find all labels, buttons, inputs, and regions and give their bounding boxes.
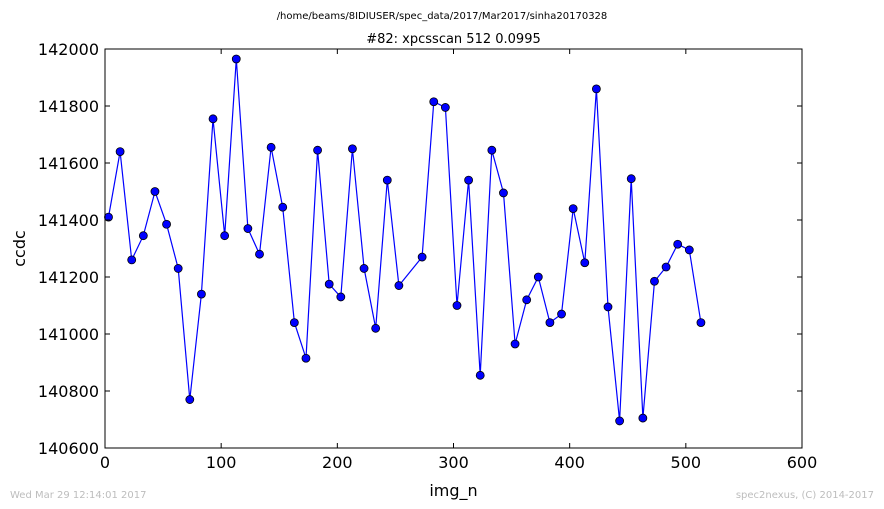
data-point — [580, 258, 590, 268]
x-axis: 0 100 200 300 400 500 600 — [100, 49, 817, 472]
x-tick-label: 0 — [100, 453, 110, 472]
x-tick-label: 600 — [787, 453, 818, 472]
data-point — [545, 318, 555, 328]
y-axis-label: ccdc — [10, 230, 29, 267]
data-point — [626, 174, 636, 184]
chart-title: #82: xpcsscan 512 0.0995 — [366, 32, 541, 47]
data-point — [231, 54, 241, 64]
data-point — [499, 188, 508, 198]
y-tick-label: 141200 — [38, 268, 99, 287]
data-point — [243, 224, 253, 233]
data-point — [522, 295, 532, 305]
data-point — [197, 289, 206, 299]
footer-credit: spec2nexus, (C) 2014-2017 — [736, 490, 874, 501]
data-point — [510, 339, 520, 349]
data-point — [371, 323, 381, 333]
data-point — [336, 292, 346, 302]
data-point — [417, 252, 427, 262]
data-point — [220, 231, 230, 241]
data-point — [382, 175, 392, 185]
y-tick-label: 140600 — [38, 439, 99, 458]
header-path: /home/beams/8IDIUSER/spec_data/2017/Mar2… — [277, 11, 608, 22]
x-tick-label: 100 — [206, 453, 237, 472]
x-tick-label: 300 — [438, 453, 469, 472]
y-tick-label: 141400 — [38, 211, 99, 230]
x-tick-label: 500 — [671, 453, 702, 472]
data-point — [533, 272, 543, 282]
y-tick-label: 140800 — [38, 382, 99, 401]
data-point — [615, 416, 625, 426]
data-point — [452, 301, 462, 310]
data-point — [673, 239, 683, 249]
x-tick-label: 200 — [322, 453, 353, 472]
plot-series — [104, 54, 706, 426]
data-point — [324, 279, 334, 289]
x-tick-label: 400 — [554, 453, 585, 472]
data-point — [568, 204, 578, 214]
data-point — [487, 145, 497, 155]
x-axis-label: img_n — [429, 481, 477, 501]
data-point — [266, 142, 276, 152]
y-axis: 140600 140800 141000 141200 141400 141600 1418… — [38, 40, 802, 458]
y-tick-label: 141800 — [38, 97, 99, 116]
data-point — [557, 309, 566, 319]
data-point — [208, 114, 218, 124]
data-point — [185, 395, 195, 404]
data-point — [104, 212, 113, 222]
data-point — [301, 353, 311, 363]
data-point — [661, 262, 671, 272]
data-point — [591, 84, 601, 94]
data-point — [138, 231, 148, 241]
y-tick-label: 141000 — [38, 325, 99, 344]
data-point — [313, 145, 322, 155]
y-tick-label: 142000 — [38, 40, 99, 59]
footer-timestamp: Wed Mar 29 12:14:01 2017 — [10, 490, 146, 501]
data-point — [440, 103, 450, 112]
data-point — [650, 276, 659, 286]
data-point — [638, 413, 648, 423]
data-point — [429, 97, 439, 107]
data-point — [475, 370, 485, 380]
data-point — [359, 264, 369, 273]
data-point — [289, 318, 299, 328]
y-tick-label: 141600 — [38, 154, 99, 173]
data-point — [173, 264, 183, 273]
series-line — [107, 58, 702, 421]
data-point — [162, 219, 171, 229]
data-point — [115, 147, 125, 157]
data-point — [684, 245, 694, 255]
data-point — [255, 249, 264, 259]
data-point — [394, 281, 404, 290]
data-point — [150, 187, 160, 196]
data-point — [127, 255, 137, 265]
data-point — [278, 202, 288, 212]
data-point — [348, 144, 357, 154]
data-point — [696, 318, 706, 328]
data-point — [464, 175, 474, 185]
data-point — [603, 302, 613, 312]
